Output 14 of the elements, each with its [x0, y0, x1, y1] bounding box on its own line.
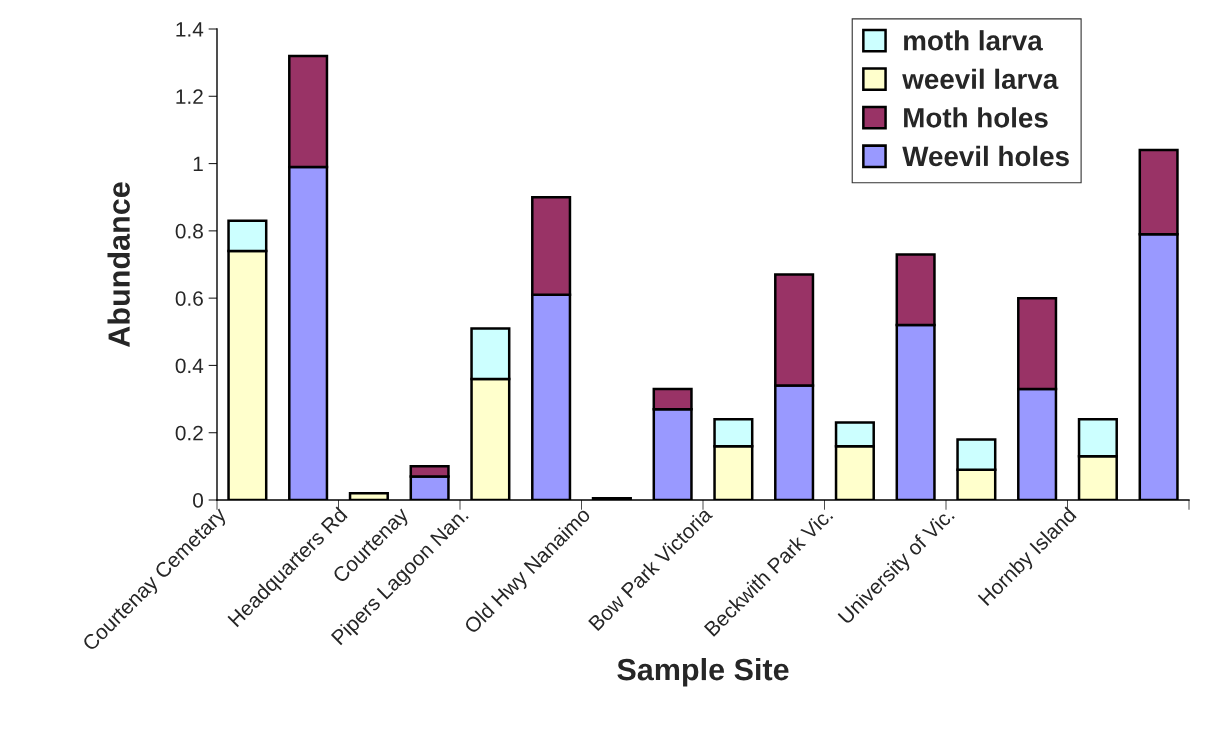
legend-label: Moth holes [904, 107, 1048, 128]
y-tick-label: 0 [193, 493, 203, 508]
y-tick-label: 1.4 [176, 22, 204, 37]
y-tick-label: 0.2 [175, 425, 203, 441]
y-tick-label: 0.4 [175, 358, 204, 374]
x-axis-title: Sample Site [617, 657, 789, 687]
legend-label: Weevil holes [902, 145, 1069, 167]
y-tick-label: 1 [193, 156, 203, 172]
y-tick-label: 0.8 [175, 223, 203, 239]
y-tick-label: 0.6 [175, 291, 203, 306]
y-axis-title: Abundance [107, 182, 130, 347]
legend-label: weevil larva [902, 68, 1059, 90]
y-tick-label: 1.2 [176, 89, 203, 104]
legend-label: moth larva [904, 30, 1043, 51]
